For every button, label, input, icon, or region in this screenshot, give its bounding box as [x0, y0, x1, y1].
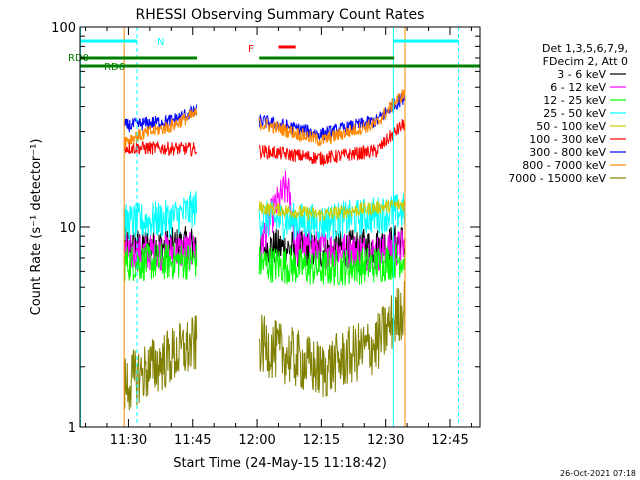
flare-label: F — [248, 44, 254, 55]
x-axis-label: Start Time (24-May-15 11:18:42) — [173, 456, 387, 471]
y-tick-label: 1 — [68, 421, 76, 436]
series-lines — [123, 89, 406, 411]
x-tick-label: 12:45 — [431, 433, 468, 448]
series-line — [123, 191, 406, 242]
x-tick-label: 11:30 — [110, 433, 147, 448]
legend-entry-label: 800 - 7000 keV — [522, 159, 606, 172]
x-tick-label: 11:45 — [174, 433, 211, 448]
legend-title: Det 1,3,5,6,7,9, — [542, 42, 628, 55]
series-line — [123, 280, 406, 411]
x-tick-label: 12:30 — [367, 433, 404, 448]
x-tick-label: 12:00 — [238, 433, 275, 448]
rd6-label: RD6 — [104, 62, 125, 73]
chart-title: RHESSI Observing Summary Count Rates — [136, 7, 425, 23]
legend-title: FDecim 2, Att 0 — [543, 55, 628, 68]
rd0-label: RD0 — [68, 53, 89, 64]
y-axis-label: Count Rate (s⁻¹ detector⁻¹) — [29, 139, 44, 316]
legend: Det 1,3,5,6,7,9,FDecim 2, Att 03 - 6 keV… — [508, 42, 628, 185]
legend-entry-label: 25 - 50 keV — [543, 107, 606, 120]
y-axis: 1 10 100 — [51, 21, 480, 436]
legend-entry-label: 3 - 6 keV — [557, 68, 606, 81]
legend-entry-label: 6 - 12 keV — [550, 81, 606, 94]
legend-entry-label: 12 - 25 keV — [543, 94, 606, 107]
night-label: N — [157, 37, 164, 48]
legend-entry-label: 300 - 800 keV — [529, 146, 606, 159]
y-tick-label: 10 — [59, 221, 76, 236]
x-axis: 11:30 11:45 12:00 12:15 12:30 12:45 — [85, 27, 472, 448]
legend-entry-label: 7000 - 15000 keV — [508, 172, 606, 185]
legend-entry-label: 50 - 100 keV — [536, 120, 606, 133]
series-line — [124, 89, 406, 148]
footer-timestamp: 26-Oct-2021 07:18 — [560, 469, 636, 478]
series-line — [123, 119, 406, 167]
series-line — [123, 242, 406, 286]
x-tick-label: 12:15 — [303, 433, 340, 448]
legend-entry-label: 100 - 300 keV — [529, 133, 606, 146]
y-tick-label: 100 — [51, 21, 76, 36]
series-line — [258, 198, 406, 223]
series-line — [123, 92, 406, 141]
